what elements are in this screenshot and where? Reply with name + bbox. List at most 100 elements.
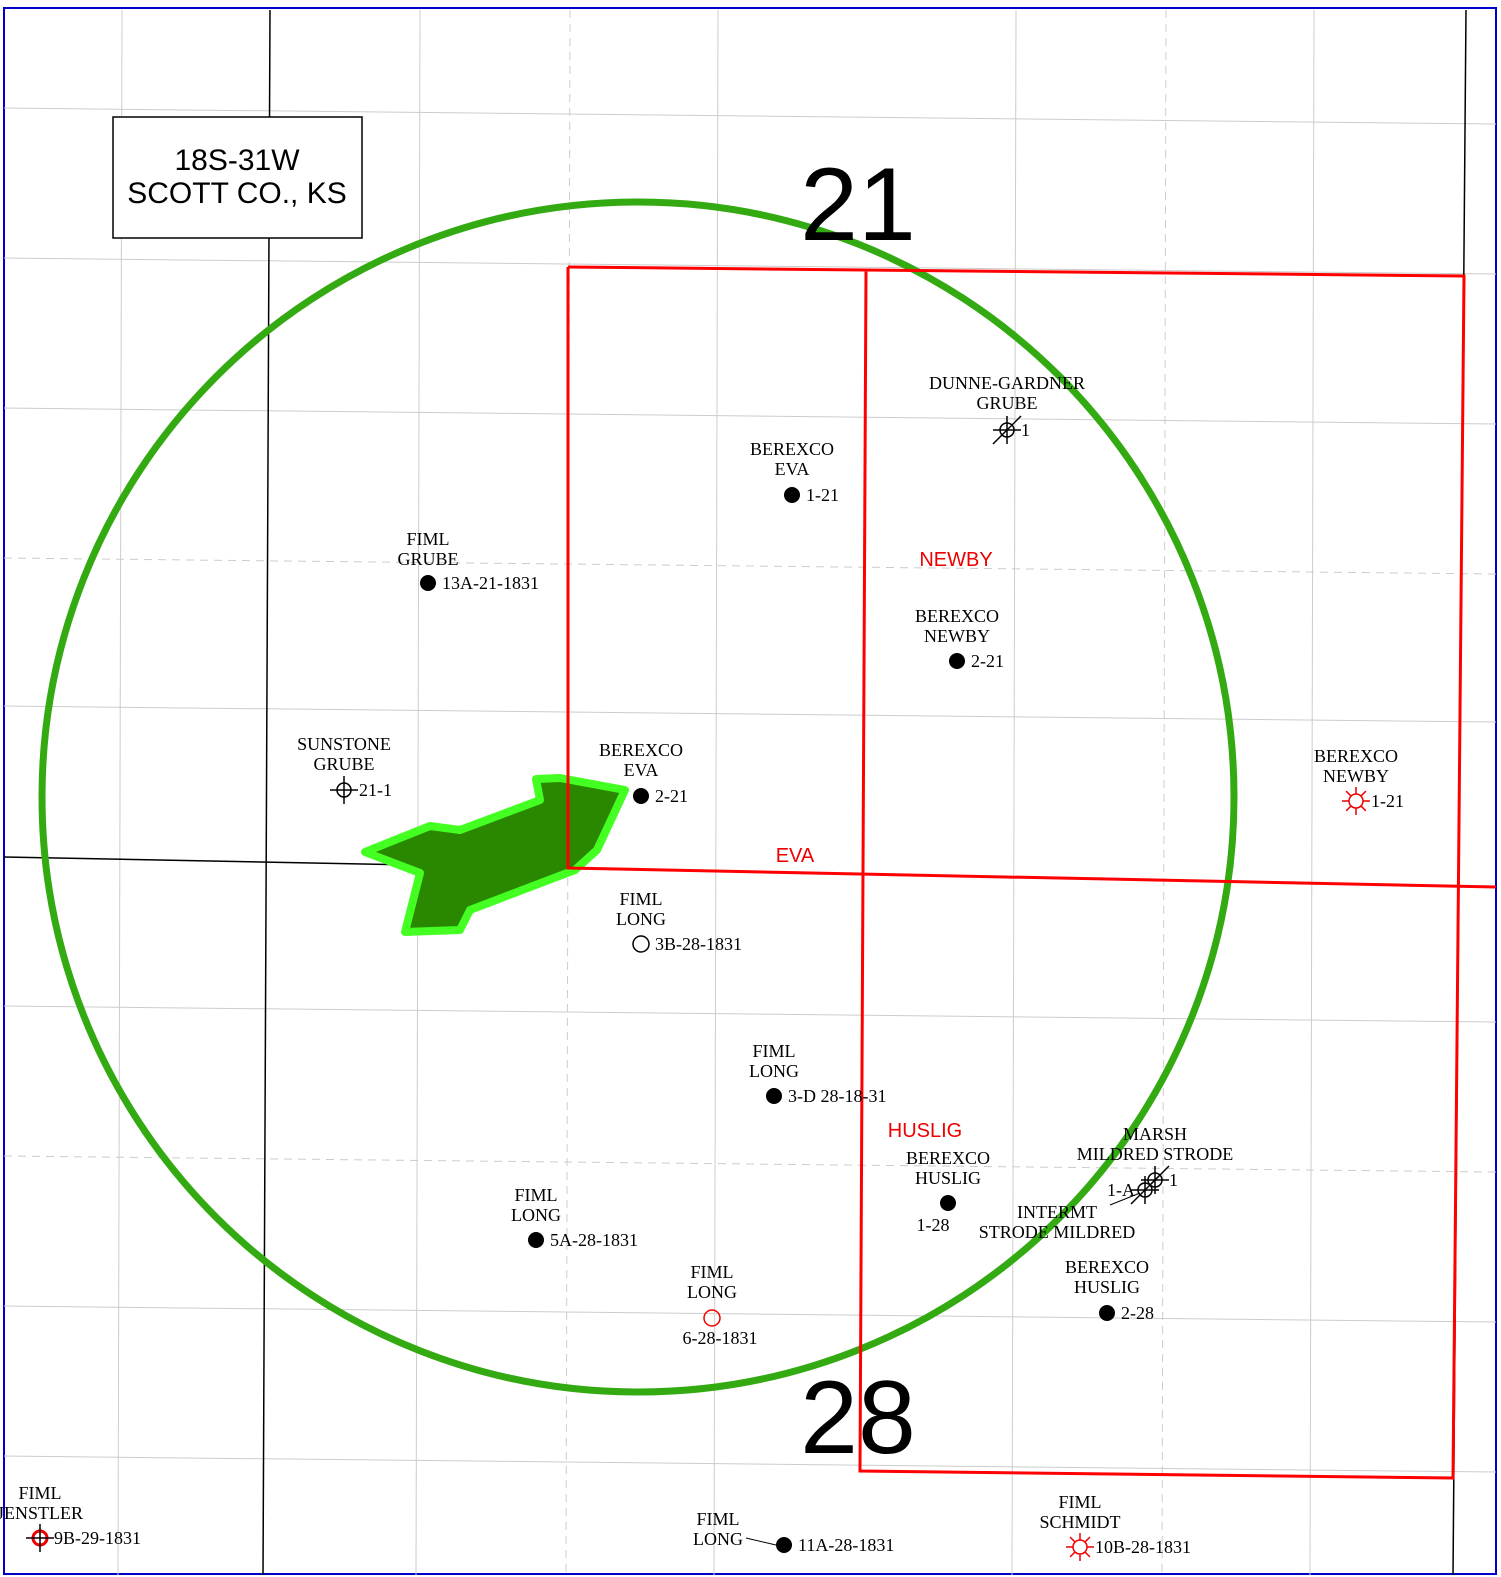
- target-area: [361, 774, 629, 936]
- wells: DUNNE-GARDNERGRUBE1BEREXCOEVA1-21FIMLGRU…: [0, 373, 1404, 1561]
- well-operator: BEREXCO: [599, 740, 683, 760]
- well-lease: MILDRED STRODE: [1077, 1144, 1234, 1164]
- well-operator: BEREXCO: [906, 1148, 990, 1168]
- well-cross: [330, 776, 358, 804]
- well-lease: LONG: [693, 1529, 743, 1549]
- well-number: 1-A: [1107, 1180, 1135, 1200]
- well-operator: FIML: [1058, 1492, 1101, 1512]
- well-lease: GRUBE: [397, 549, 458, 569]
- well-dot: [1072, 1539, 1088, 1555]
- well-lease: LONG: [687, 1282, 737, 1302]
- well-operator: FIML: [690, 1262, 733, 1282]
- well-number: 3B-28-1831: [655, 934, 742, 954]
- lease-name: HUSLIG: [888, 1120, 962, 1142]
- well-number: 5A-28-1831: [550, 1230, 638, 1250]
- well-symbol: [1342, 787, 1370, 815]
- lease-name: EVA: [776, 845, 815, 867]
- well-dot: [528, 1232, 544, 1248]
- lease-name: NEWBY: [919, 549, 992, 571]
- well-operator: MARSH: [1123, 1124, 1187, 1144]
- well-operator: FIML: [18, 1483, 61, 1503]
- well-number: 1-21: [806, 485, 839, 505]
- well-symbol: [632, 935, 650, 953]
- well-number: 1-28: [917, 1215, 950, 1235]
- well-number: 1: [1021, 420, 1030, 440]
- well-operator: BEREXCO: [915, 606, 999, 626]
- well-lease: STRODE MILDRED: [979, 1222, 1136, 1242]
- well-symbol: [330, 776, 358, 804]
- well-symbol: [703, 1309, 721, 1327]
- well-lease: JENSTLER: [0, 1503, 83, 1523]
- leader: [1109, 1192, 1141, 1206]
- well-dot: [784, 487, 800, 503]
- well-operator: BEREXCO: [750, 439, 834, 459]
- well-number: 1-21: [1371, 791, 1404, 811]
- well-operator: SUNSTONE: [297, 734, 391, 754]
- well-number: 1: [1169, 1170, 1178, 1190]
- well-number: 10B-28-1831: [1095, 1537, 1191, 1557]
- well-operator: FIML: [696, 1509, 739, 1529]
- well-symbol: [1066, 1533, 1094, 1561]
- lease-boundaries: [566, 265, 1497, 1480]
- well-symbol: [26, 1524, 54, 1552]
- well-lease: HUSLIG: [915, 1168, 981, 1188]
- well-lease: LONG: [749, 1061, 799, 1081]
- well-dot: [420, 575, 436, 591]
- well-symbol: [1130, 1175, 1160, 1205]
- well-symbol: [776, 1537, 792, 1553]
- well-operator: DUNNE-GARDNER: [929, 373, 1085, 393]
- well-lease: NEWBY: [924, 626, 990, 646]
- well-dot: [766, 1088, 782, 1104]
- well-operator: BEREXCO: [1314, 746, 1398, 766]
- well-rays: [1342, 787, 1370, 815]
- well-operator: FIML: [514, 1185, 557, 1205]
- well-symbol: [1099, 1305, 1115, 1321]
- well-symbol: [766, 1088, 782, 1104]
- well-rays: [1066, 1533, 1094, 1561]
- well-symbol: [528, 1232, 544, 1248]
- location-township: 18S-31W: [174, 144, 300, 177]
- well-dot: [1099, 1305, 1115, 1321]
- well-symbol: [784, 487, 800, 503]
- well-symbol: [633, 788, 649, 804]
- well-symbol: [992, 415, 1022, 445]
- well-lease: GRUBE: [313, 754, 374, 774]
- section-number: 28: [800, 1360, 916, 1476]
- well-dot: [703, 1309, 721, 1327]
- well-symbol: [949, 653, 965, 669]
- well-lease: LONG: [616, 909, 666, 929]
- well-number: 2-21: [971, 651, 1004, 671]
- well-dot: [940, 1195, 956, 1211]
- well-number: 2-21: [655, 786, 688, 806]
- well-lease: EVA: [775, 459, 810, 479]
- well-lease: LONG: [511, 1205, 561, 1225]
- well-dot: [632, 935, 650, 953]
- well-dot: [1348, 793, 1364, 809]
- well-slash: [1130, 1175, 1160, 1205]
- well-lease: SCHMIDT: [1039, 1512, 1120, 1532]
- well-operator: BEREXCO: [1065, 1257, 1149, 1277]
- location-box: [112, 116, 363, 239]
- well-symbol: [420, 575, 436, 591]
- location-county: SCOTT CO., KS: [127, 177, 346, 210]
- well-number: 21-1: [359, 780, 392, 800]
- well-operator: FIML: [619, 889, 662, 909]
- well-lease: HUSLIG: [1074, 1277, 1140, 1297]
- leader: [745, 1537, 777, 1546]
- well-dot: [633, 788, 649, 804]
- well-number: 3-D 28-18-31: [788, 1086, 886, 1106]
- well-lease: GRUBE: [976, 393, 1037, 413]
- well-cross: [26, 1524, 54, 1552]
- well-number: 11A-28-1831: [798, 1535, 894, 1555]
- well-operator: FIML: [406, 529, 449, 549]
- well-number: 13A-21-1831: [442, 573, 539, 593]
- well-dot: [949, 653, 965, 669]
- well-dot: [776, 1537, 792, 1553]
- well-slash: [992, 415, 1022, 445]
- well-lease: NEWBY: [1323, 766, 1389, 786]
- well-symbol: [940, 1195, 956, 1211]
- radius-circle: [38, 198, 1238, 1396]
- well-number: 6-28-1831: [683, 1328, 758, 1348]
- well-operator: INTERMT: [1017, 1202, 1097, 1222]
